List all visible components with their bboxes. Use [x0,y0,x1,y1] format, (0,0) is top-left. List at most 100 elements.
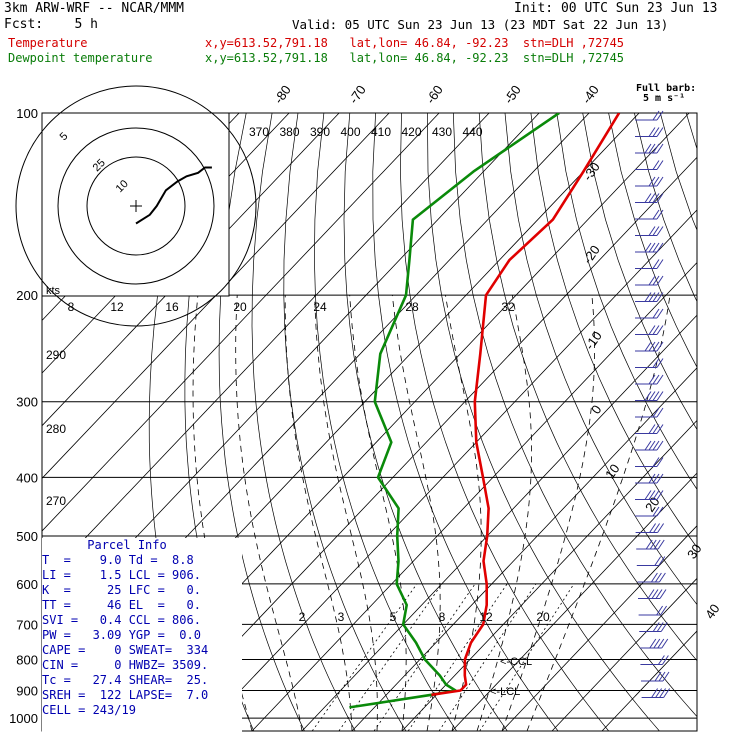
isotherm-line [42,113,490,585]
isotherm-label: 30 [684,541,705,561]
isotherm-label: -80 [271,82,294,106]
mixing-ratio-line [311,583,418,731]
wind-barb [648,143,656,154]
isotherm-line [42,113,440,532]
theta-label: 380 [279,125,299,139]
wind-barb [656,308,664,319]
wind-barb [657,655,665,665]
wind-barb [654,572,662,583]
pressure-tick-label: 400 [16,470,38,485]
parcel-row-k: K = 25 LFC = 0. [42,583,201,597]
init-time: Init: 00 UTC Sun 23 Jun 13 [514,1,718,16]
theta-label: 390 [310,125,330,139]
parcel-row-cape: CAPE = 0 SWEAT= 334 [42,643,209,657]
wind-barb [644,143,652,154]
wind-barb [656,292,664,302]
wind-barb [649,638,657,649]
moist-adiabat-line [445,295,482,731]
wind-barb [656,440,664,451]
sounding-profiles [349,113,621,709]
wind-barb [656,259,664,269]
parcel-row-cin: CIN = 0 HWBZ= 3509. [42,658,209,672]
ccl-marker-label: <-CCL [500,656,532,668]
wind-barb [652,242,660,253]
wind-barb [656,226,664,236]
wind-barb [656,127,664,137]
wind-barb [656,275,664,286]
wind-barb [656,193,664,203]
parcel-row-temp: T = 9.0 Td = 8.8 [42,553,194,567]
wind-barb [656,457,664,467]
wind-barb [647,589,655,599]
isotherm-line [401,419,697,731]
dry-adiabat-line [218,113,305,731]
plot-frame [41,112,698,732]
wind-barb [644,440,652,451]
mixing-ratio-label: 3 [338,610,345,624]
isotherm-line [42,113,390,479]
isotherm-label: 40 [702,601,723,621]
barb-legend-title: Full barb: [636,83,697,94]
wind-barb [648,424,656,434]
wind-barb [652,424,660,434]
wind-barb [652,440,660,451]
wind-barb [659,589,667,599]
wind-barb [656,424,664,434]
parcel-row-li: LI = 1.5 LCL = 906. [42,568,201,582]
wind-barb [648,440,656,451]
wind-barb [656,358,664,368]
wind-barb [653,523,661,533]
wind-barb [648,391,656,401]
wind-barb [645,539,653,550]
wind-barb [652,473,660,484]
wind-barb [656,176,664,187]
pressure-tick-label: 500 [16,529,38,544]
wind-barb [656,110,664,121]
mixing-ratio-label: 20 [536,610,550,624]
dry-adiabat-line [314,113,457,731]
wind-barb [648,242,656,253]
parcel-row-svi: SVI = 0.4 CCL = 806. [42,613,201,627]
dewpoint-legend-label: Dewpoint temperature [8,51,153,65]
pressure-tick-label: 200 [16,288,38,303]
dry-adiabat-line [556,113,697,490]
dry-adiabat-line [530,113,697,549]
theta-label: 400 [340,125,360,139]
stability-label: 20 [233,300,247,314]
wind-barb [655,589,663,599]
wind-barb [656,160,664,170]
pressure-tick-label: 600 [16,577,38,592]
isotherm-line [501,525,697,731]
dry-adiabat-line [582,113,697,431]
dry-adiabat-line [372,113,559,731]
wind-barb [656,490,664,500]
wind-barb [656,506,664,517]
isotherm-line [251,261,697,731]
wind-barb [644,391,652,401]
wind-barb [652,506,660,517]
barb-legend-units: 5 m s⁻¹ [643,93,686,104]
wind-barb [653,638,661,649]
wind-barb [656,622,664,632]
dry-adiabat-line [251,113,356,731]
wind-barb [652,325,660,335]
hodograph-ring [15,85,257,327]
isotherm-label: -40 [579,82,602,106]
mixing-ratio-label: 12 [479,610,493,624]
isotherm-label: -30 [580,159,603,183]
isotherm-line [301,314,697,731]
mixing-ratio-line [373,583,476,731]
stability-label: 32 [501,300,515,314]
hodograph-ring [57,127,215,285]
wind-barb [656,407,664,418]
wind-barb [656,209,664,220]
lcl-marker-label: <-LCL [490,686,520,698]
wind-barb [649,539,657,550]
wind-barb [652,358,660,368]
mixing-ratio-line [338,583,443,731]
parcel-row-pw: PW = 3.09 YGP = 0.0 [42,628,201,642]
wind-barb [656,605,664,616]
isotherm-line [351,367,697,731]
